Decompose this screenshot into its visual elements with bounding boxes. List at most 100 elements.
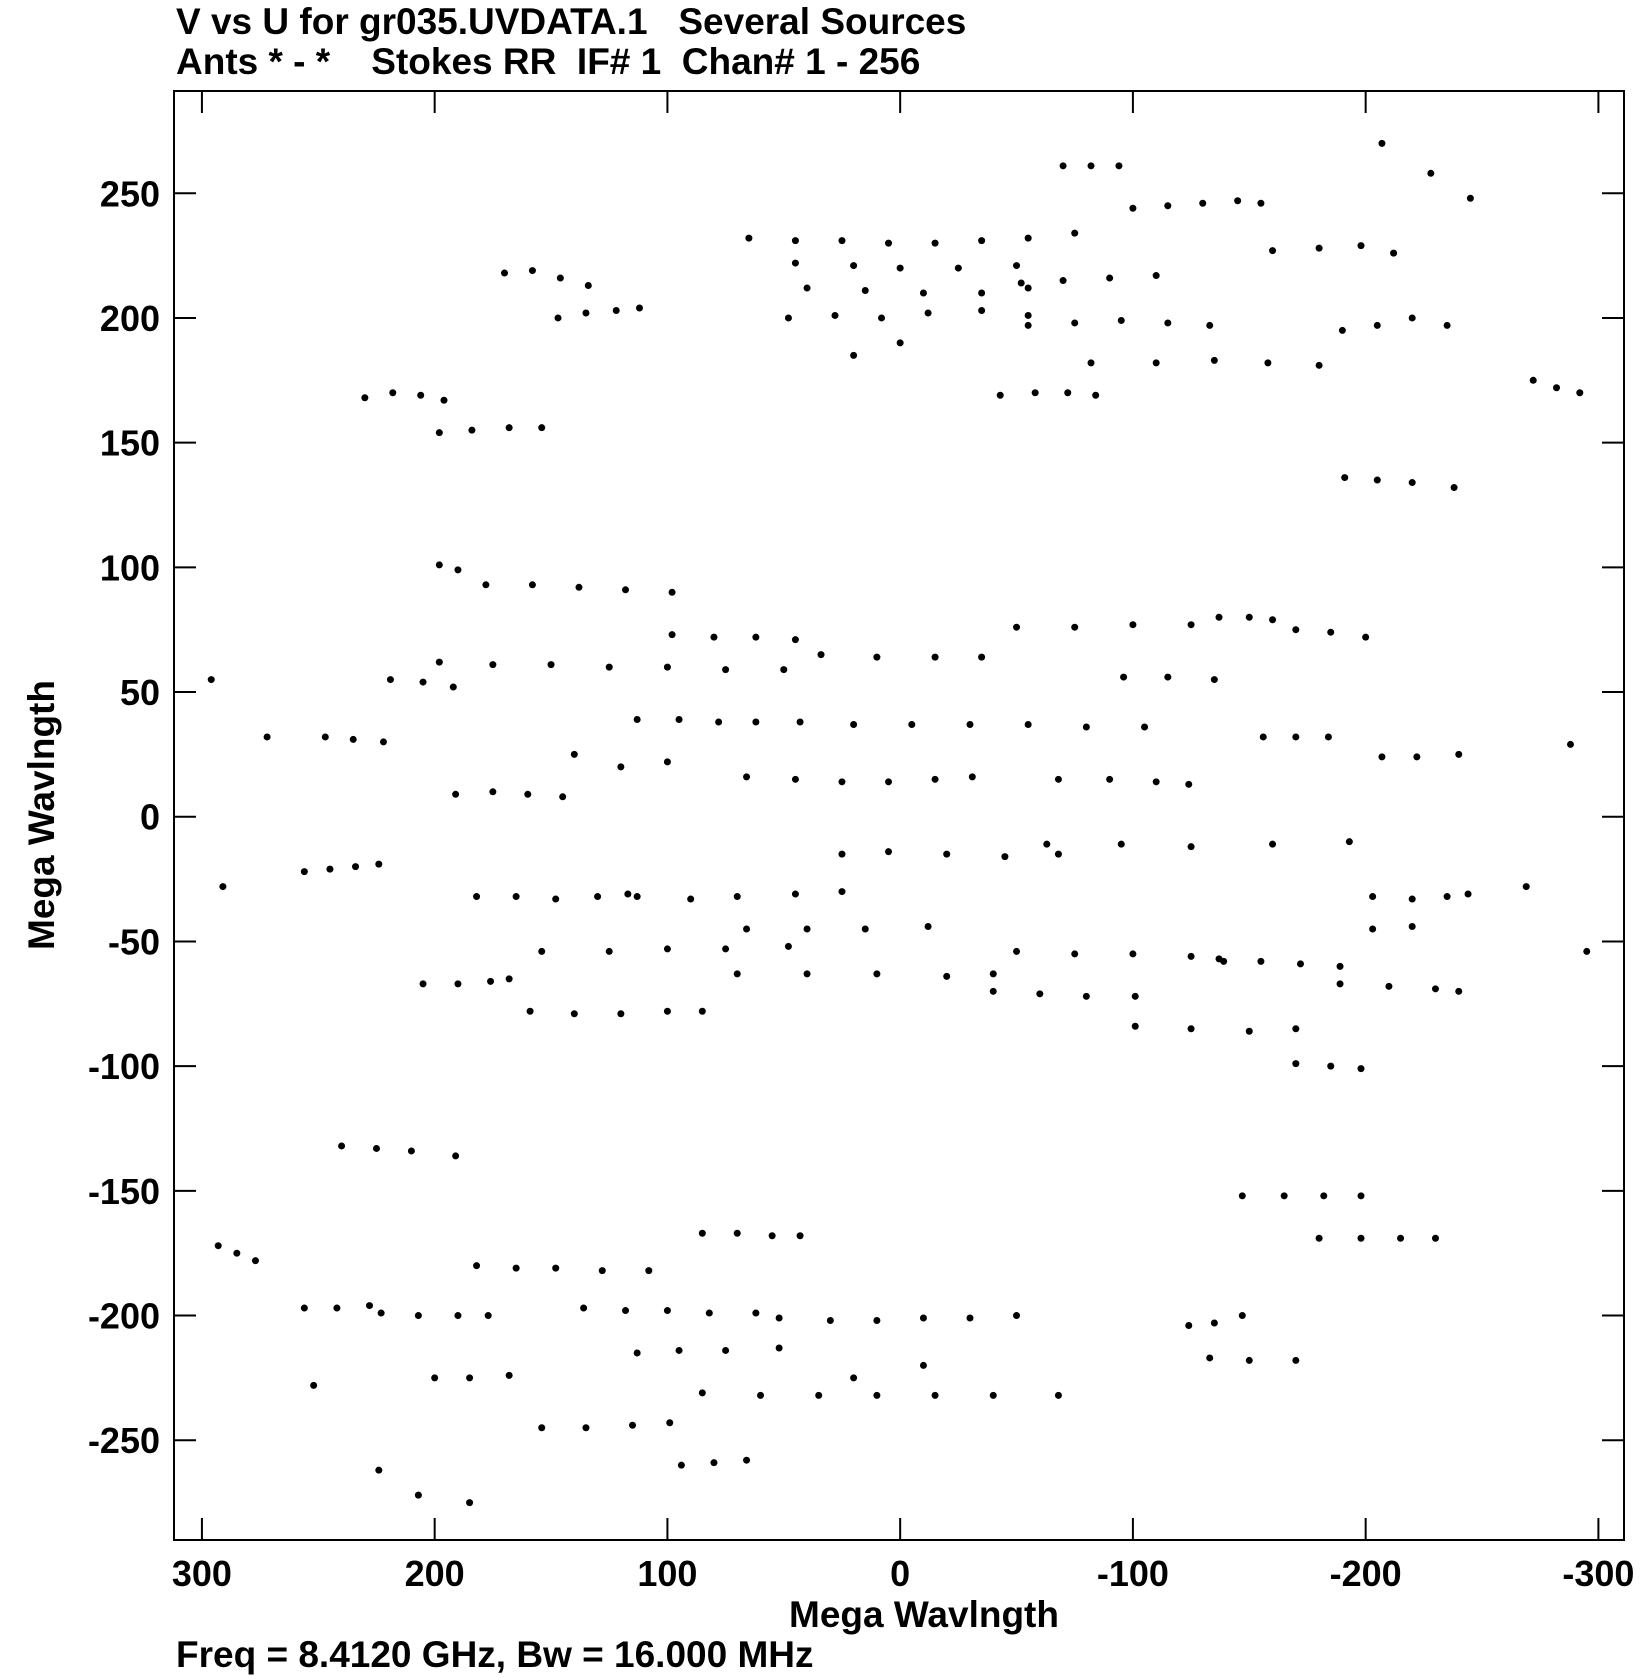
uv-point bbox=[440, 396, 448, 404]
uv-point bbox=[524, 790, 532, 798]
uv-point bbox=[419, 678, 427, 686]
uv-point bbox=[1413, 753, 1421, 761]
uv-point bbox=[1071, 623, 1079, 631]
uv-point bbox=[838, 888, 846, 896]
uv-point bbox=[1131, 992, 1139, 1000]
uv-point bbox=[1341, 474, 1349, 482]
uv-point bbox=[1464, 890, 1472, 898]
uv-point bbox=[1187, 1025, 1195, 1033]
uv-point bbox=[1206, 321, 1214, 329]
uv-point bbox=[489, 661, 497, 669]
uv-point bbox=[538, 424, 546, 432]
uv-point bbox=[663, 663, 671, 671]
uv-point bbox=[826, 1317, 834, 1325]
uv-point bbox=[612, 306, 620, 314]
uv-point bbox=[633, 715, 641, 723]
uv-point bbox=[1106, 274, 1114, 282]
uv-point bbox=[1357, 1192, 1365, 1200]
uv-point bbox=[1131, 1022, 1139, 1030]
uv-point bbox=[831, 311, 839, 319]
uv-point bbox=[207, 676, 215, 684]
uv-point bbox=[1071, 319, 1079, 327]
uv-point bbox=[1357, 1065, 1365, 1073]
uv-point bbox=[784, 314, 792, 322]
uv-point bbox=[1357, 242, 1365, 250]
uv-point bbox=[850, 1374, 858, 1382]
uv-point bbox=[705, 1309, 713, 1317]
uv-point bbox=[570, 750, 578, 758]
uv-point bbox=[321, 733, 329, 741]
uv-point bbox=[1164, 202, 1172, 210]
uv-point bbox=[1106, 775, 1114, 783]
uv-point bbox=[1269, 840, 1277, 848]
uv-point bbox=[547, 661, 555, 669]
uv-point bbox=[775, 1344, 783, 1352]
uv-point bbox=[468, 426, 476, 434]
uv-point bbox=[505, 424, 513, 432]
uv-point bbox=[978, 237, 986, 245]
uv-point bbox=[372, 1144, 380, 1152]
uv-point bbox=[1292, 1356, 1300, 1364]
uv-point bbox=[552, 895, 560, 903]
uv-point bbox=[219, 883, 227, 891]
uv-point bbox=[989, 987, 997, 995]
uv-point bbox=[968, 773, 976, 781]
uv-point bbox=[1117, 316, 1125, 324]
uv-point bbox=[417, 391, 425, 399]
uv-point bbox=[1390, 249, 1398, 257]
uv-point bbox=[752, 718, 760, 726]
uv-point bbox=[1164, 319, 1172, 327]
uv-point bbox=[1455, 750, 1463, 758]
uv-point bbox=[1206, 1354, 1214, 1362]
uv-point bbox=[1264, 359, 1272, 367]
uv-point bbox=[1327, 1062, 1335, 1070]
uv-point bbox=[582, 309, 590, 317]
y-tick-label: -200 bbox=[88, 1296, 160, 1337]
uv-point bbox=[803, 284, 811, 292]
uv-point bbox=[635, 304, 643, 312]
uv-point bbox=[633, 1349, 641, 1357]
uv-point bbox=[1031, 389, 1039, 397]
y-tick-label: 200 bbox=[100, 298, 160, 339]
uv-point bbox=[1013, 262, 1021, 270]
uv-point bbox=[466, 1374, 474, 1382]
uv-point bbox=[1013, 623, 1021, 631]
uv-point bbox=[733, 893, 741, 901]
chart-subtitle: Ants * - * Stokes RR IF# 1 Chan# 1 - 256 bbox=[176, 41, 920, 82]
uv-point bbox=[733, 1229, 741, 1237]
uv-point bbox=[645, 1267, 653, 1275]
uv-point bbox=[1152, 778, 1160, 786]
uv-point bbox=[931, 775, 939, 783]
uv-point bbox=[552, 1264, 560, 1272]
uv-point bbox=[435, 658, 443, 666]
uv-point bbox=[931, 239, 939, 247]
uv-point bbox=[1408, 314, 1416, 322]
uv-point bbox=[745, 234, 753, 242]
uv-point bbox=[1187, 843, 1195, 851]
uv-point bbox=[554, 314, 562, 322]
uv-point bbox=[559, 793, 567, 801]
uv-point bbox=[687, 895, 695, 903]
uv-point bbox=[815, 1391, 823, 1399]
uv-point bbox=[326, 865, 334, 873]
uv-point bbox=[1013, 1312, 1021, 1320]
uv-point bbox=[1071, 950, 1079, 958]
uv-point bbox=[885, 239, 893, 247]
uv-point bbox=[1001, 853, 1009, 861]
uv-point bbox=[1292, 626, 1300, 634]
uv-point bbox=[1120, 673, 1128, 681]
uv-point bbox=[838, 778, 846, 786]
uv-point bbox=[1092, 391, 1100, 399]
uv-point bbox=[733, 970, 741, 978]
uv-point bbox=[617, 763, 625, 771]
uv-point bbox=[1576, 389, 1584, 397]
x-tick-label: -200 bbox=[1330, 1553, 1402, 1594]
uv-point bbox=[1345, 838, 1353, 846]
uv-point bbox=[1245, 1356, 1253, 1364]
uv-point bbox=[1129, 621, 1137, 629]
y-tick-label: 0 bbox=[140, 797, 160, 838]
uv-point bbox=[466, 1499, 474, 1507]
uv-point bbox=[775, 1314, 783, 1322]
uv-point bbox=[803, 925, 811, 933]
x-tick-label: -100 bbox=[1097, 1553, 1169, 1594]
